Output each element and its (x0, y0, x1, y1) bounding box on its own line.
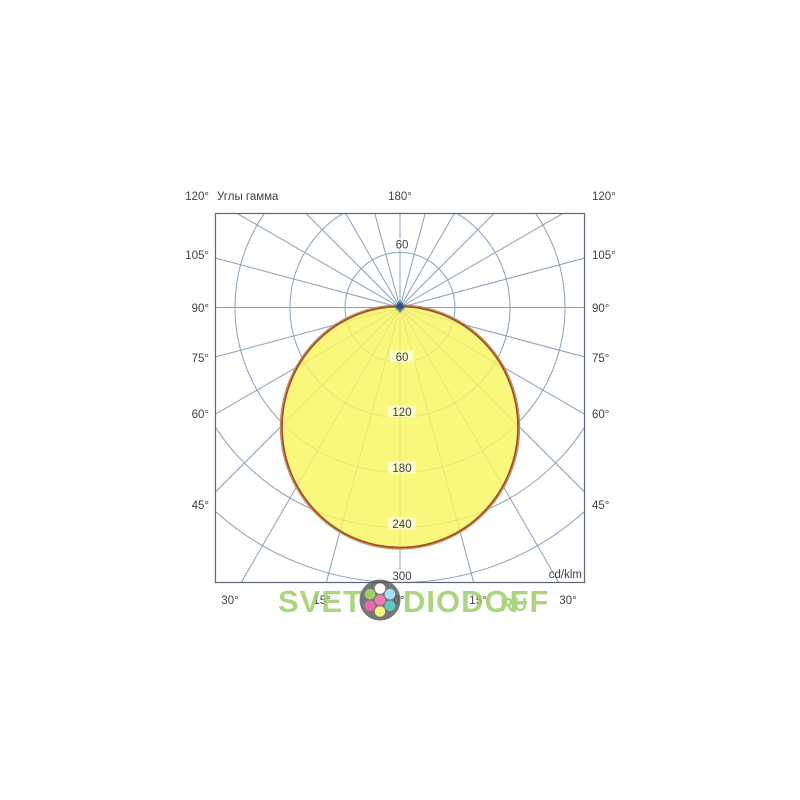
angle-label-left-60: 60° (192, 409, 209, 421)
ring-label-60-upper: 60 (396, 240, 409, 252)
angle-label-bottom-30-right: 30° (559, 595, 576, 607)
angle-label-left-75: 75° (192, 353, 209, 365)
watermark-text-svet: SVET (278, 584, 363, 619)
angle-label-right-90: 90° (592, 303, 609, 315)
angle-label-right-75: 75° (592, 353, 609, 365)
angle-label-bottom-15-right: 15° (469, 595, 486, 607)
ring-label-240: 240 (392, 519, 411, 531)
angle-label-top-center-180: 180° (388, 191, 412, 203)
angle-label-bottom-30-left: 30° (221, 595, 238, 607)
ring-label-180: 180 (392, 463, 411, 475)
polar-center-marker (394, 300, 406, 313)
watermark-text-ru: .RU (495, 595, 528, 615)
angle-label-top-right-120: 120° (592, 191, 616, 203)
ring-label-60-lower: 60 (396, 352, 409, 364)
light-distribution-fill (282, 306, 518, 548)
watermark-text-diodoff: DIODOFF (403, 584, 550, 619)
angle-label-right-105: 105° (592, 250, 616, 262)
angle-label-left-90: 90° (192, 303, 209, 315)
ring-label-300: 300 (392, 571, 411, 583)
chart-frame (214, 212, 586, 584)
angle-label-bottom-15-left: 15° (313, 595, 330, 607)
watermark-svetodiodoff: SVET DIODOFF .RU (278, 579, 550, 621)
flower-dots-logo-icon (359, 579, 401, 621)
angle-labels-left: 105° 90° 75° 60° 45° (185, 250, 209, 512)
angle-label-right-45: 45° (592, 500, 609, 512)
units-label-cd-klm: cd/klm (549, 569, 582, 581)
angle-label-left-105: 105° (185, 250, 209, 262)
angle-label-right-60: 60° (592, 409, 609, 421)
angle-label-top-left-120: 120° (185, 191, 209, 203)
angle-label-left-45: 45° (192, 500, 209, 512)
ring-label-120: 120 (392, 407, 411, 419)
chart-title-gamma-angles: Углы гамма (217, 191, 279, 203)
angle-labels-right: 105° 90° 75° 60° 45° (592, 250, 616, 512)
ring-value-labels: 60 60 120 180 240 300 (388, 238, 416, 583)
